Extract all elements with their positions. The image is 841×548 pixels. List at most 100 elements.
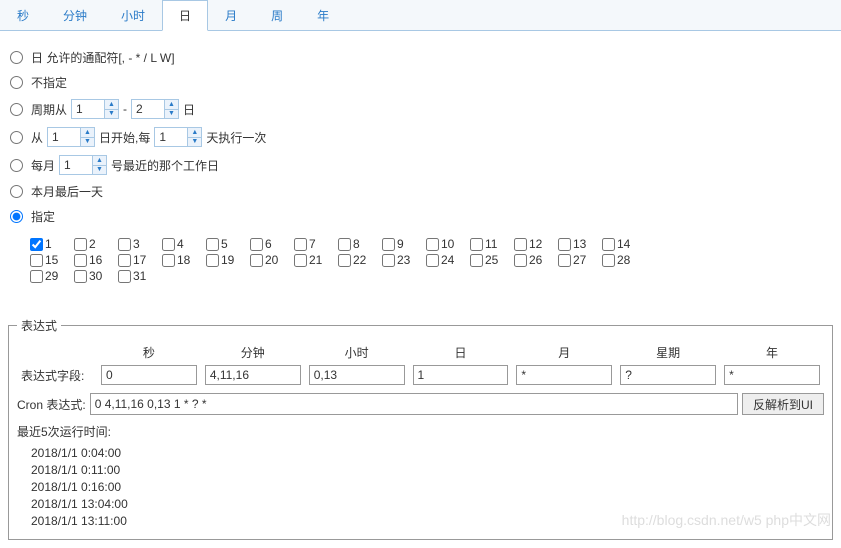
spin-up-icon[interactable]: ▲ bbox=[188, 128, 201, 138]
day-item[interactable]: 14 bbox=[602, 237, 640, 251]
day-item[interactable]: 3 bbox=[118, 237, 156, 251]
day-item[interactable]: 7 bbox=[294, 237, 332, 251]
day-checkbox-19[interactable] bbox=[206, 254, 219, 267]
day-checkbox-6[interactable] bbox=[250, 238, 263, 251]
day-checkbox-20[interactable] bbox=[250, 254, 263, 267]
day-item[interactable]: 21 bbox=[294, 253, 332, 267]
day-item[interactable]: 30 bbox=[74, 269, 112, 283]
day-item[interactable]: 1 bbox=[30, 237, 68, 251]
day-checkbox-12[interactable] bbox=[514, 238, 527, 251]
day-checkbox-21[interactable] bbox=[294, 254, 307, 267]
day-checkbox-3[interactable] bbox=[118, 238, 131, 251]
day-checkbox-2[interactable] bbox=[74, 238, 87, 251]
tab-周[interactable]: 周 bbox=[254, 0, 300, 30]
day-checkbox-13[interactable] bbox=[558, 238, 571, 251]
day-checkbox-11[interactable] bbox=[470, 238, 483, 251]
input-interval-every[interactable] bbox=[155, 128, 187, 146]
day-item[interactable]: 24 bbox=[426, 253, 464, 267]
day-item[interactable]: 2 bbox=[74, 237, 112, 251]
expr-field-日[interactable] bbox=[413, 365, 509, 385]
radio-interval[interactable] bbox=[10, 131, 23, 144]
day-item[interactable]: 16 bbox=[74, 253, 112, 267]
expr-field-年[interactable] bbox=[724, 365, 820, 385]
day-item[interactable]: 11 bbox=[470, 237, 508, 251]
tab-秒[interactable]: 秒 bbox=[0, 0, 46, 30]
day-checkbox-17[interactable] bbox=[118, 254, 131, 267]
day-checkbox-15[interactable] bbox=[30, 254, 43, 267]
expr-field-星期[interactable] bbox=[620, 365, 716, 385]
radio-lastday[interactable] bbox=[10, 185, 23, 198]
spin-up-icon[interactable]: ▲ bbox=[165, 100, 178, 110]
radio-cycle[interactable] bbox=[10, 103, 23, 116]
day-checkbox-10[interactable] bbox=[426, 238, 439, 251]
radio-unspecified[interactable] bbox=[10, 76, 23, 89]
spin-down-icon[interactable]: ▼ bbox=[165, 110, 178, 119]
day-checkbox-5[interactable] bbox=[206, 238, 219, 251]
day-item[interactable]: 23 bbox=[382, 253, 420, 267]
day-checkbox-25[interactable] bbox=[470, 254, 483, 267]
day-item[interactable]: 28 bbox=[602, 253, 640, 267]
tab-分钟[interactable]: 分钟 bbox=[46, 0, 104, 30]
expr-field-分钟[interactable] bbox=[205, 365, 301, 385]
day-item[interactable]: 27 bbox=[558, 253, 596, 267]
day-checkbox-30[interactable] bbox=[74, 270, 87, 283]
day-item[interactable]: 25 bbox=[470, 253, 508, 267]
day-item[interactable]: 12 bbox=[514, 237, 552, 251]
day-item[interactable]: 8 bbox=[338, 237, 376, 251]
day-checkbox-31[interactable] bbox=[118, 270, 131, 283]
day-item[interactable]: 18 bbox=[162, 253, 200, 267]
tab-月[interactable]: 月 bbox=[208, 0, 254, 30]
day-item[interactable]: 20 bbox=[250, 253, 288, 267]
expr-field-小时[interactable] bbox=[309, 365, 405, 385]
day-checkbox-18[interactable] bbox=[162, 254, 175, 267]
spin-up-icon[interactable]: ▲ bbox=[81, 128, 94, 138]
day-checkbox-23[interactable] bbox=[382, 254, 395, 267]
day-checkbox-8[interactable] bbox=[338, 238, 351, 251]
radio-nearest[interactable] bbox=[10, 159, 23, 172]
expr-field-秒[interactable] bbox=[101, 365, 197, 385]
input-nearest-day[interactable] bbox=[60, 156, 92, 174]
spin-down-icon[interactable]: ▼ bbox=[188, 138, 201, 147]
day-checkbox-1[interactable] bbox=[30, 238, 43, 251]
day-item[interactable]: 22 bbox=[338, 253, 376, 267]
input-cycle-to[interactable] bbox=[132, 100, 164, 118]
day-item[interactable]: 19 bbox=[206, 253, 244, 267]
radio-specify[interactable] bbox=[10, 210, 23, 223]
day-checkbox-7[interactable] bbox=[294, 238, 307, 251]
cron-input[interactable] bbox=[90, 393, 738, 415]
spin-up-icon[interactable]: ▲ bbox=[105, 100, 118, 110]
day-checkbox-29[interactable] bbox=[30, 270, 43, 283]
day-item[interactable]: 10 bbox=[426, 237, 464, 251]
day-item[interactable]: 4 bbox=[162, 237, 200, 251]
tab-日[interactable]: 日 bbox=[162, 0, 208, 31]
day-item[interactable]: 15 bbox=[30, 253, 68, 267]
expr-field-月[interactable] bbox=[516, 365, 612, 385]
day-item[interactable]: 31 bbox=[118, 269, 156, 283]
day-checkbox-9[interactable] bbox=[382, 238, 395, 251]
radio-wildcard[interactable] bbox=[10, 51, 23, 64]
day-checkbox-4[interactable] bbox=[162, 238, 175, 251]
day-item[interactable]: 5 bbox=[206, 237, 244, 251]
day-item[interactable]: 17 bbox=[118, 253, 156, 267]
spin-down-icon[interactable]: ▼ bbox=[105, 110, 118, 119]
day-checkbox-24[interactable] bbox=[426, 254, 439, 267]
day-checkbox-28[interactable] bbox=[602, 254, 615, 267]
day-item[interactable]: 13 bbox=[558, 237, 596, 251]
spin-down-icon[interactable]: ▼ bbox=[93, 166, 106, 175]
input-cycle-from[interactable] bbox=[72, 100, 104, 118]
day-item[interactable]: 9 bbox=[382, 237, 420, 251]
day-checkbox-14[interactable] bbox=[602, 238, 615, 251]
spin-down-icon[interactable]: ▼ bbox=[81, 138, 94, 147]
tab-年[interactable]: 年 bbox=[300, 0, 346, 30]
day-item[interactable]: 6 bbox=[250, 237, 288, 251]
day-item[interactable]: 29 bbox=[30, 269, 68, 283]
day-checkbox-16[interactable] bbox=[74, 254, 87, 267]
input-interval-start[interactable] bbox=[48, 128, 80, 146]
spin-up-icon[interactable]: ▲ bbox=[93, 156, 106, 166]
parse-to-ui-button[interactable]: 反解析到UI bbox=[742, 393, 824, 415]
day-checkbox-27[interactable] bbox=[558, 254, 571, 267]
tab-小时[interactable]: 小时 bbox=[104, 0, 162, 30]
day-item[interactable]: 26 bbox=[514, 253, 552, 267]
day-checkbox-22[interactable] bbox=[338, 254, 351, 267]
day-checkbox-26[interactable] bbox=[514, 254, 527, 267]
